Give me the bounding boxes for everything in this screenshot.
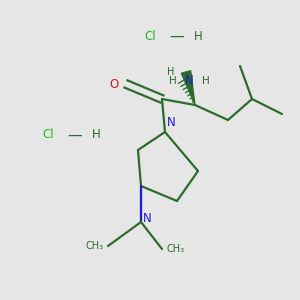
Text: —: —	[68, 128, 82, 142]
Text: CH₃: CH₃	[167, 244, 184, 254]
Text: —: —	[169, 28, 184, 44]
Text: Cl: Cl	[42, 128, 54, 142]
Text: N: N	[184, 74, 194, 88]
Text: H: H	[167, 67, 175, 77]
Text: H: H	[202, 76, 209, 86]
Text: O: O	[109, 77, 119, 91]
Text: Cl: Cl	[144, 29, 156, 43]
Text: H: H	[169, 76, 176, 86]
Polygon shape	[182, 71, 195, 105]
Text: H: H	[194, 29, 202, 43]
Text: N: N	[142, 212, 152, 226]
Text: CH₃: CH₃	[85, 241, 103, 251]
Text: N: N	[167, 116, 176, 130]
Text: H: H	[92, 128, 100, 142]
